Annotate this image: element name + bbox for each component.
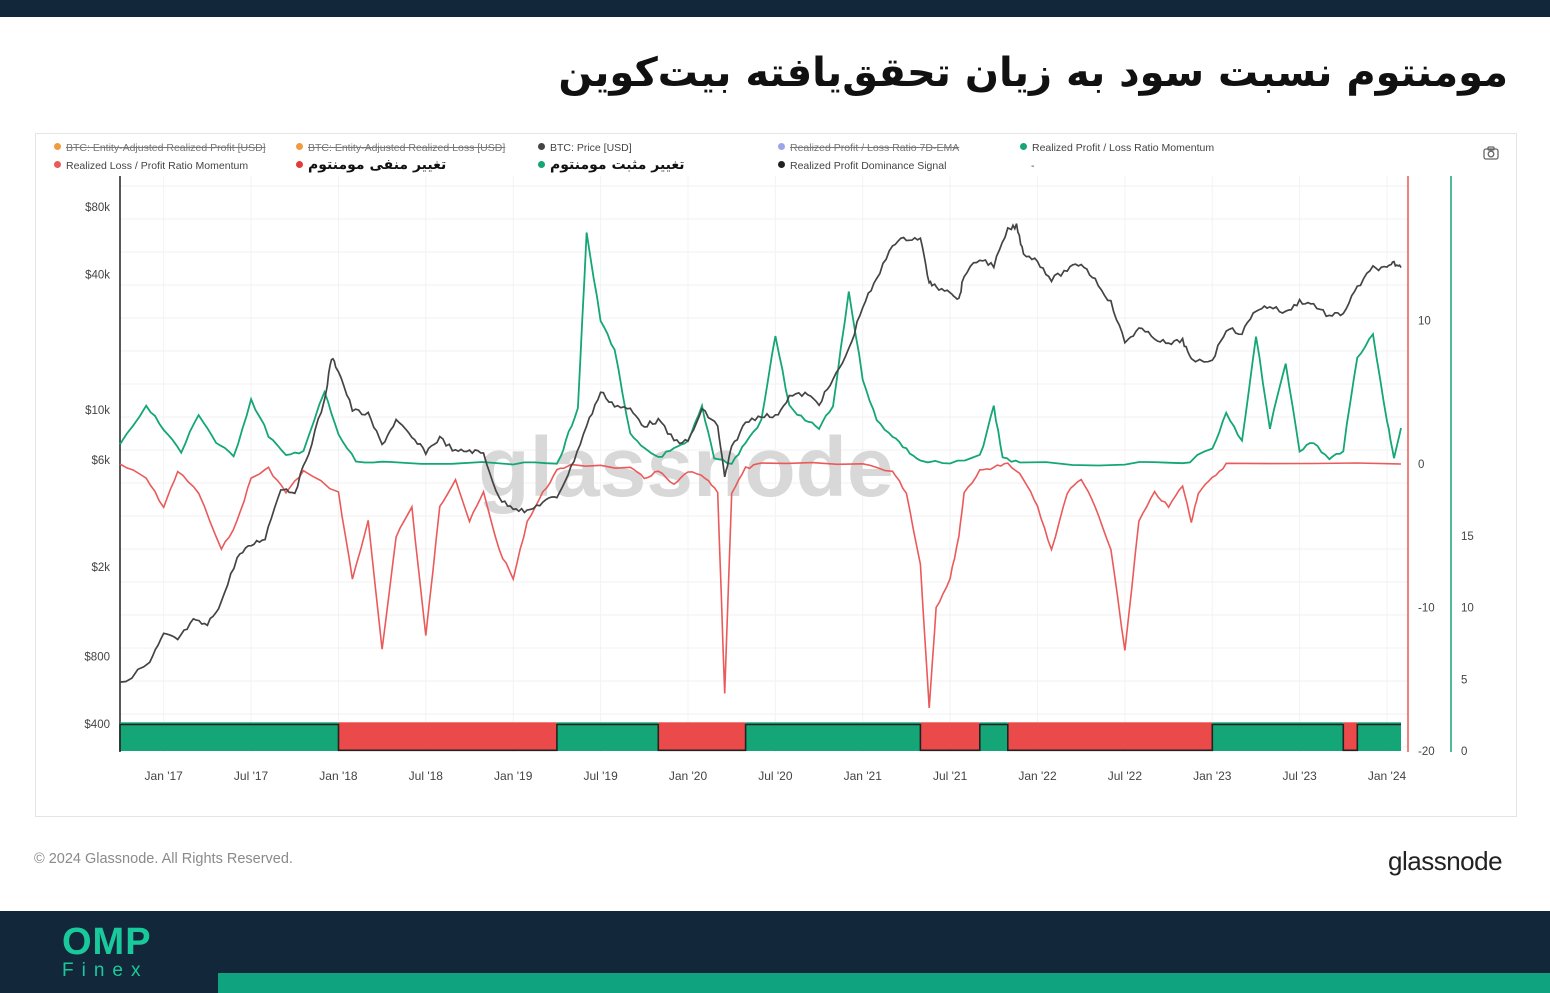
momentum-tick-label: 10 (1418, 316, 1431, 328)
x-tick-label: Jul '18 (409, 769, 444, 783)
price-tick-label: $80k (85, 202, 110, 214)
x-tick-label: Jan '18 (319, 769, 358, 783)
glassnode-brand: glassnode (1388, 846, 1503, 876)
signal-band-positive (120, 722, 339, 751)
signal-band-positive (1357, 722, 1402, 751)
legend-label: Realized Profit / Loss Ratio Momentum (1032, 142, 1215, 154)
x-tick-label: Jul '23 (1282, 769, 1317, 783)
loss-momentum-line (119, 461, 1402, 708)
profit-momentum-line (119, 232, 1402, 467)
legend-item-2[interactable]: BTC: Price [USD] (538, 142, 632, 154)
signal-band-positive (745, 722, 921, 751)
signal-tick-label: 0 (1461, 746, 1467, 758)
btc-price-line (119, 223, 1402, 683)
signal-tick-label: 10 (1461, 603, 1474, 615)
omp-logo: OMP (62, 921, 152, 963)
legend-label: تغییر منفی مومنتوم (308, 157, 447, 173)
legend-item-4[interactable]: Realized Profit / Loss Ratio Momentum (1020, 142, 1214, 154)
price-tick-label: $400 (84, 719, 110, 731)
signal-tick-label: 5 (1461, 674, 1467, 686)
legend-item-6[interactable]: تغییر منفی مومنتوم (296, 157, 446, 173)
copyright-text: © 2024 Glassnode. All Rights Reserved. (34, 851, 293, 867)
x-tick-label: Jul '20 (758, 769, 793, 783)
legend-item-1[interactable]: BTC: Entity-Adjusted Realized Loss [USD] (296, 142, 505, 154)
camera-icon[interactable] (1483, 146, 1499, 160)
legend-label: BTC: Entity-Adjusted Realized Loss [USD] (308, 142, 506, 154)
legend-label: - (1031, 160, 1035, 172)
legend-item-5[interactable]: Realized Loss / Profit Ratio Momentum (54, 160, 248, 172)
top-bar (0, 0, 1550, 17)
x-tick-label: Jan '23 (1193, 769, 1232, 783)
momentum-chart: glassnode $80k $40k $10k $6k $2k $800 $400 10 0 -1… (84, 176, 1474, 783)
legend-dot (1020, 143, 1027, 150)
x-tick-label: Jan '21 (844, 769, 883, 783)
legend-dot (538, 161, 545, 168)
watermark: glassnode (478, 420, 893, 514)
legend-item-0[interactable]: BTC: Entity-Adjusted Realized Profit [US… (54, 142, 266, 154)
signal-band-positive (979, 722, 1008, 751)
x-tick-label: Jul '17 (234, 769, 269, 783)
footer-accent-stripe (218, 973, 1550, 993)
momentum-tick-label: -10 (1418, 603, 1435, 615)
legend-dot (296, 143, 303, 150)
legend-dot (778, 161, 785, 168)
price-tick-label: $40k (85, 270, 110, 282)
x-tick-label: Jan '22 (1018, 769, 1057, 783)
momentum-tick-label: 0 (1418, 459, 1424, 471)
legend-label: Realized Loss / Profit Ratio Momentum (66, 160, 249, 172)
legend-dot (538, 143, 545, 150)
legend-label: تغییر مثبت مومنتوم (550, 157, 685, 173)
legend-dot (54, 143, 61, 150)
price-tick-label: $6k (91, 455, 110, 467)
x-tick-label: Jan '19 (494, 769, 533, 783)
x-tick-label: Jan '17 (145, 769, 184, 783)
page-title: مومنتوم نسبت سود به زیان تحقق‌یافته بیت‌… (558, 50, 1508, 96)
legend-dot (54, 161, 61, 168)
chart-panel: glassnode $80k $40k $10k $6k $2k $800 $400 10 0 -1… (35, 133, 1517, 817)
signal-band-positive (556, 722, 659, 751)
price-tick-label: $2k (91, 562, 110, 574)
signal-band-negative (1007, 722, 1213, 751)
legend-dot (778, 143, 785, 150)
legend-item-3[interactable]: Realized Profit / Loss Ratio 7D-EMA (778, 142, 959, 154)
signal-band-negative (920, 722, 980, 751)
price-tick-label: $800 (84, 651, 110, 663)
signal-band-positive (1212, 722, 1344, 751)
signal-band-negative (1343, 722, 1358, 751)
x-tick-label: Jul '19 (583, 769, 618, 783)
x-tick-label: Jan '24 (1368, 769, 1407, 783)
momentum-tick-label: -20 (1418, 746, 1435, 758)
x-tick-label: Jul '22 (1108, 769, 1143, 783)
signal-band-negative (338, 722, 557, 751)
finex-logo: Finex (62, 960, 149, 981)
x-tick-label: Jul '21 (933, 769, 968, 783)
signal-tick-label: 15 (1461, 531, 1474, 543)
legend-label: Realized Profit Dominance Signal (790, 160, 947, 172)
signal-band-negative (658, 722, 746, 751)
x-tick-label: Jan '20 (669, 769, 708, 783)
price-tick-label: $10k (85, 405, 110, 417)
legend-label: BTC: Entity-Adjusted Realized Profit [US… (66, 142, 266, 154)
signal-line (119, 723, 1401, 752)
legend-item-8[interactable]: Realized Profit Dominance Signal (778, 160, 946, 172)
legend-item-9[interactable]: - (1031, 160, 1035, 172)
legend-label: BTC: Price [USD] (550, 142, 632, 154)
legend-dot (296, 161, 303, 168)
legend-label: Realized Profit / Loss Ratio 7D-EMA (790, 142, 960, 154)
legend-item-7[interactable]: تغییر مثبت مومنتوم (538, 157, 685, 173)
